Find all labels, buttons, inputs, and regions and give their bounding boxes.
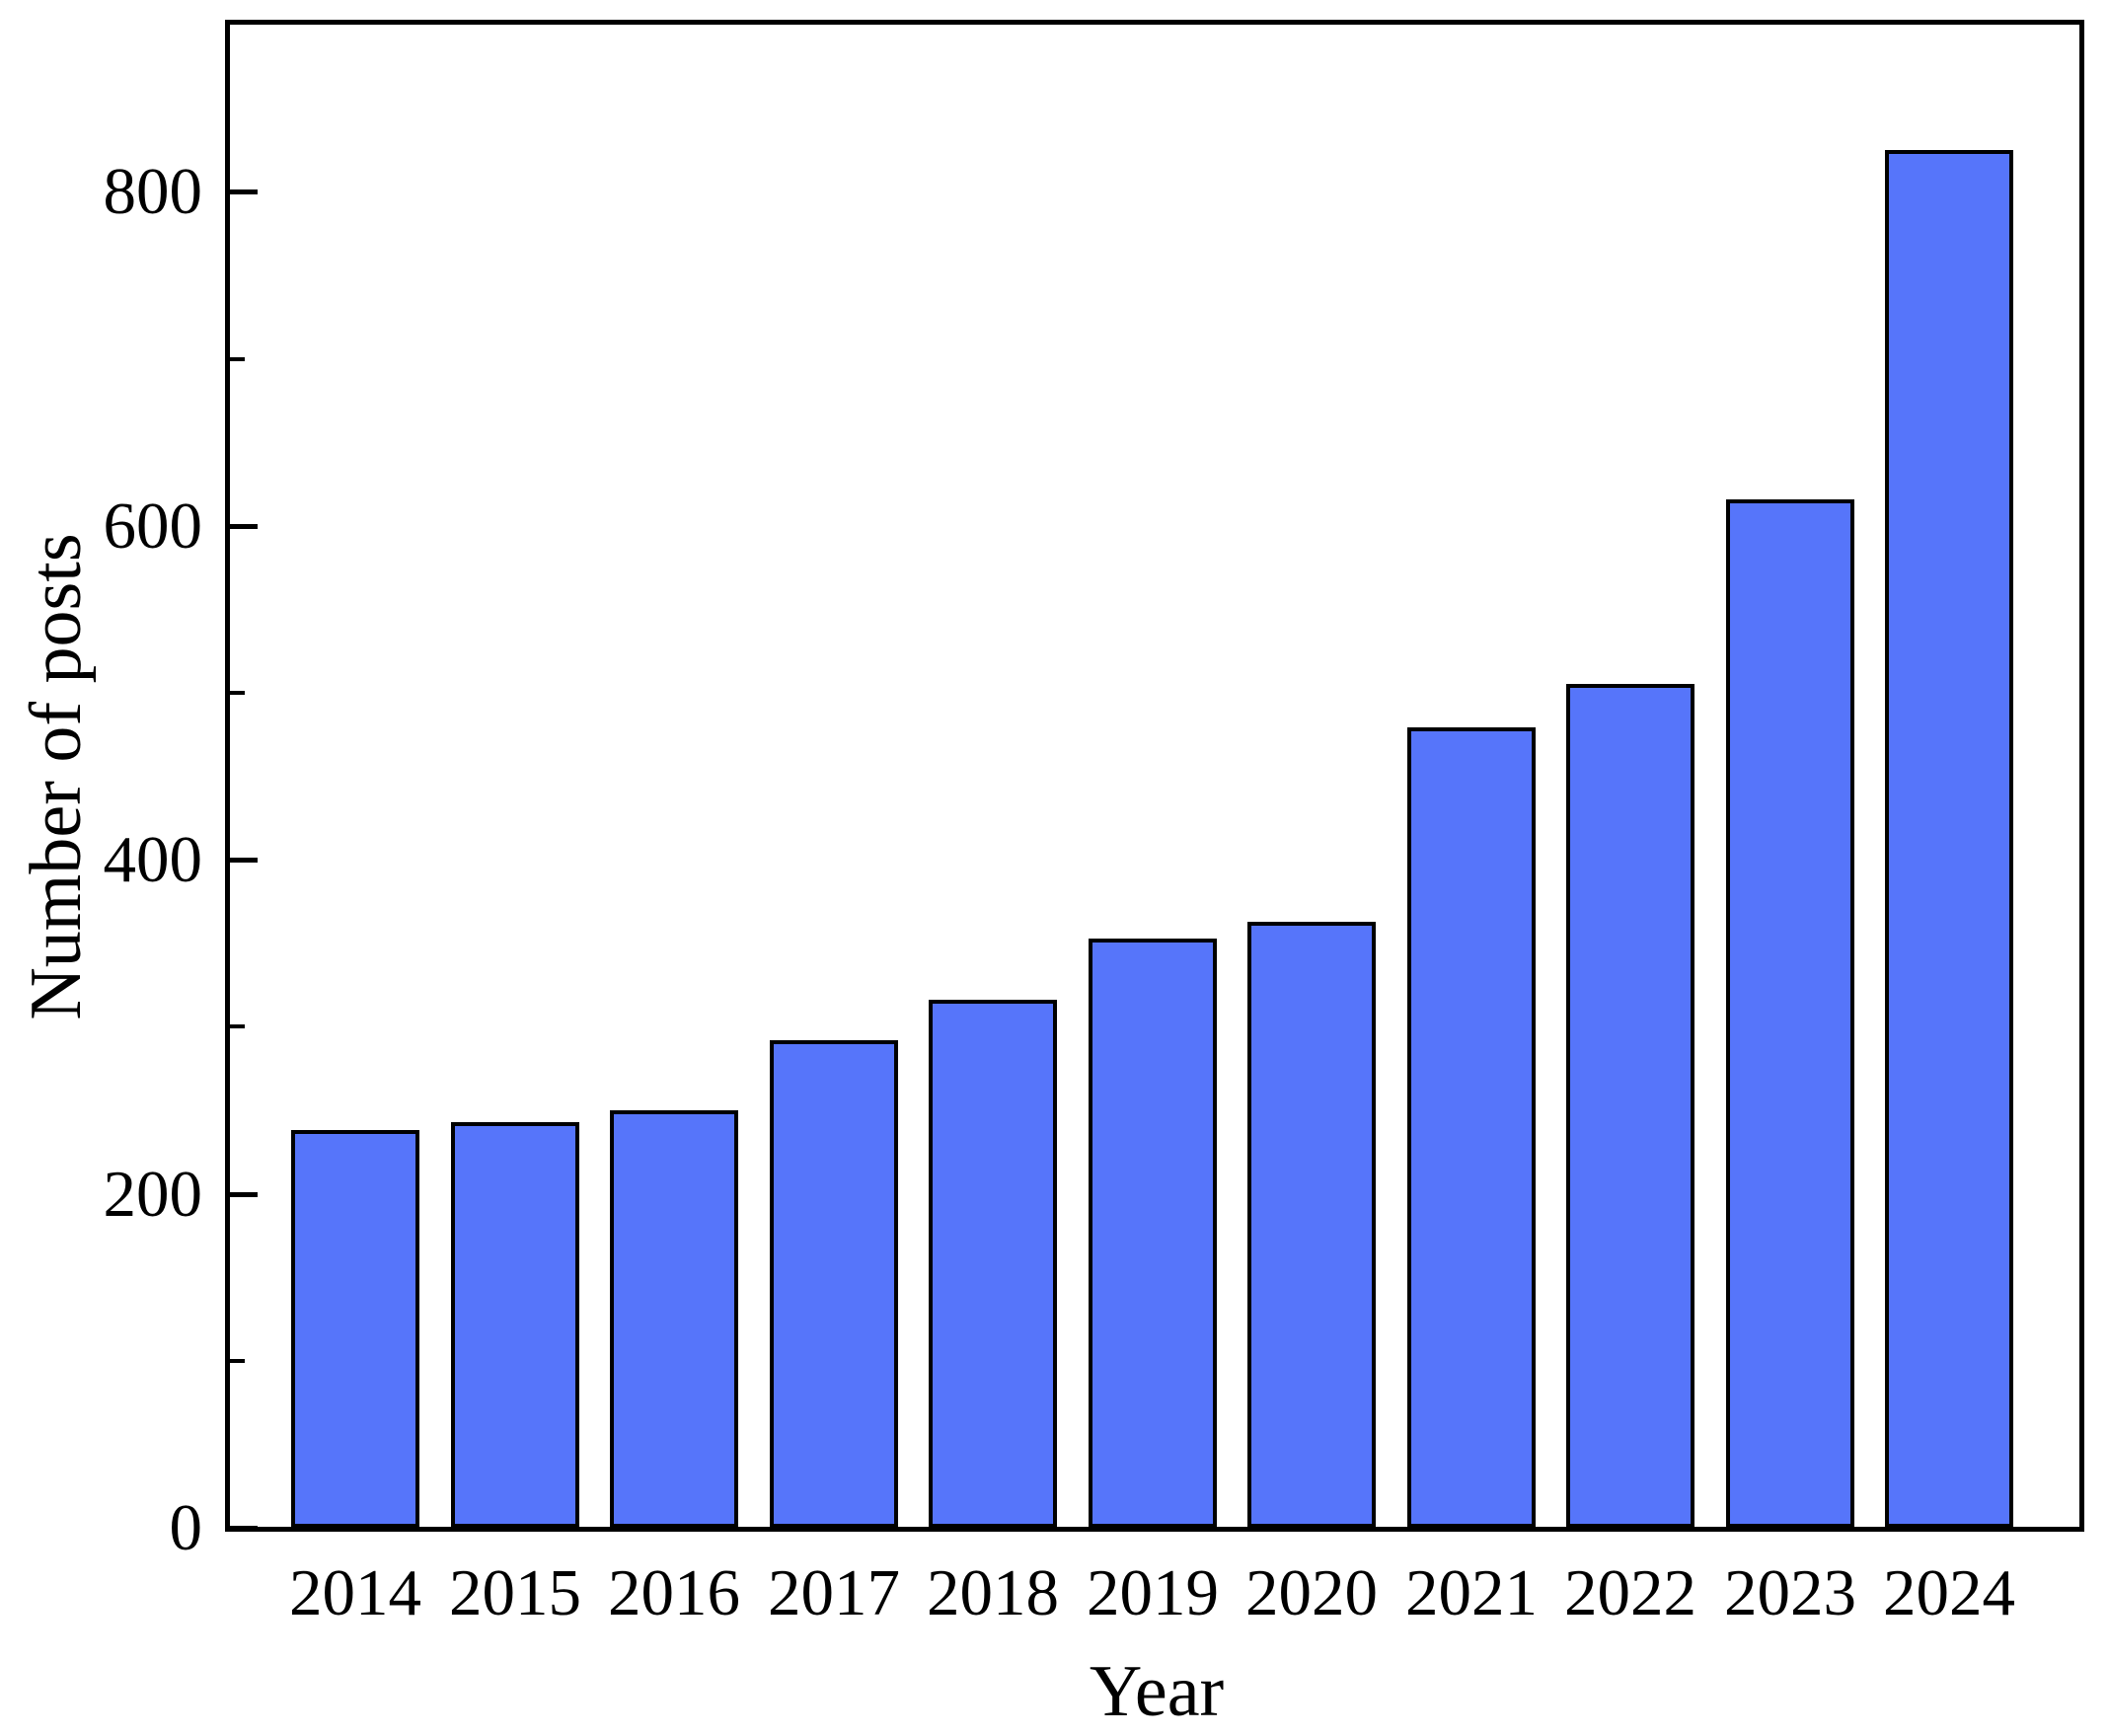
bar-2016 bbox=[610, 1110, 738, 1528]
y-tick-label-200: 200 bbox=[103, 1158, 203, 1231]
y-tick-label-800: 800 bbox=[103, 155, 203, 228]
y-minor-tick-300 bbox=[230, 1024, 245, 1028]
y-major-tick-0 bbox=[230, 1526, 258, 1531]
y-tick-label-600: 600 bbox=[103, 490, 203, 563]
bar-2015 bbox=[451, 1122, 579, 1528]
y-minor-tick-100 bbox=[230, 1359, 245, 1363]
y-axis-title: Number of posts bbox=[16, 533, 97, 1020]
bar-2023 bbox=[1726, 499, 1854, 1528]
bar-2024 bbox=[1885, 150, 2013, 1528]
y-major-tick-400 bbox=[230, 858, 258, 863]
y-minor-tick-500 bbox=[230, 691, 245, 695]
bar-2019 bbox=[1089, 939, 1217, 1528]
y-major-tick-600 bbox=[230, 524, 258, 529]
bar-2020 bbox=[1247, 922, 1376, 1528]
bar-2014 bbox=[291, 1130, 419, 1528]
x-tick-label-2015: 2015 bbox=[449, 1556, 581, 1629]
x-tick-label-2022: 2022 bbox=[1564, 1556, 1696, 1629]
x-tick-label-2023: 2023 bbox=[1724, 1556, 1856, 1629]
x-tick-label-2018: 2018 bbox=[927, 1556, 1059, 1629]
x-axis-title: Year bbox=[1089, 1651, 1225, 1732]
y-minor-tick-700 bbox=[230, 357, 245, 361]
x-tick-label-2024: 2024 bbox=[1883, 1556, 2015, 1629]
y-major-tick-800 bbox=[230, 189, 258, 194]
y-tick-label-400: 400 bbox=[103, 823, 203, 896]
bar-2022 bbox=[1566, 684, 1694, 1528]
y-major-tick-200 bbox=[230, 1192, 258, 1197]
y-tick-label-0: 0 bbox=[169, 1491, 203, 1564]
bar-2018 bbox=[929, 1000, 1057, 1528]
x-tick-label-2020: 2020 bbox=[1245, 1556, 1378, 1629]
x-tick-label-2016: 2016 bbox=[608, 1556, 740, 1629]
x-tick-label-2019: 2019 bbox=[1087, 1556, 1219, 1629]
bar-2017 bbox=[770, 1040, 898, 1528]
x-tick-label-2021: 2021 bbox=[1405, 1556, 1538, 1629]
bar-2021 bbox=[1407, 727, 1536, 1528]
x-tick-label-2014: 2014 bbox=[289, 1556, 421, 1629]
x-tick-label-2017: 2017 bbox=[768, 1556, 900, 1629]
